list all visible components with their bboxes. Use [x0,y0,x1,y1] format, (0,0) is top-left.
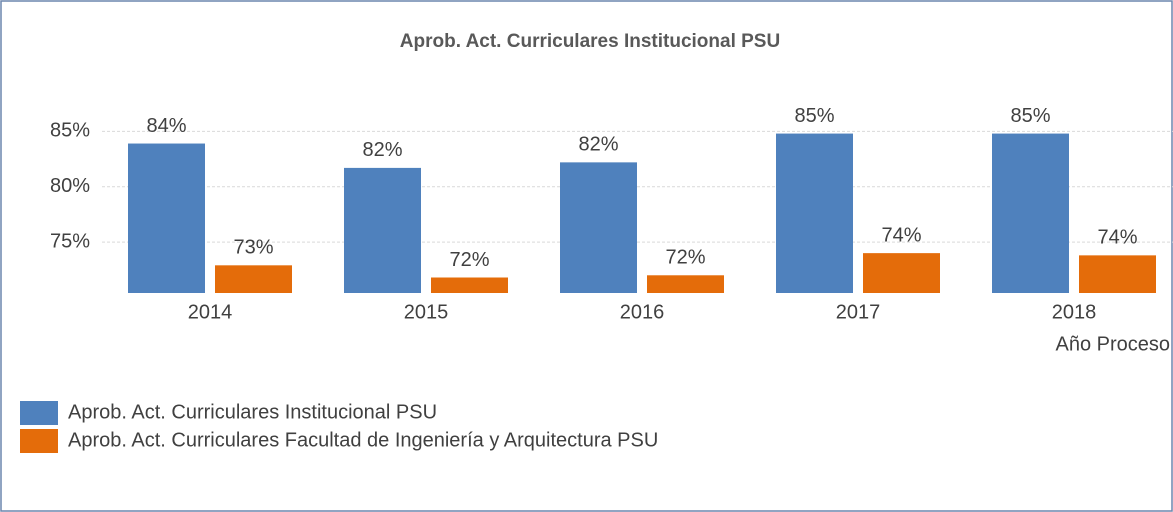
value-label: 82% [362,139,402,161]
value-label: 72% [449,249,489,271]
value-label: 82% [578,134,618,156]
x-axis-title: Año Proceso [1055,333,1170,355]
x-tick-label: 2015 [404,301,449,323]
bar [215,265,292,293]
value-label: 85% [1010,105,1050,127]
value-label: 72% [665,247,705,269]
value-label: 85% [794,105,834,127]
chart-title: Aprob. Act. Curriculares Institucional P… [400,31,780,52]
y-tick-label: 75% [50,230,90,252]
bar [863,253,940,293]
x-tick-label: 2017 [836,301,881,323]
bar [1079,255,1156,293]
y-tick-label: 85% [50,120,90,142]
bar [431,277,508,293]
legend-label: Aprob. Act. Curriculares Facultad de Ing… [68,429,658,451]
x-tick-label: 2016 [620,301,665,323]
value-label: 74% [1097,227,1137,249]
bar [647,275,724,293]
value-label: 84% [146,115,186,137]
bar [344,167,421,293]
bar [992,133,1069,293]
y-tick-label: 80% [50,175,90,197]
x-tick-label: 2014 [188,301,233,323]
legend-swatch [20,401,58,425]
x-tick-label: 2018 [1052,301,1097,323]
legend-swatch [20,429,58,453]
bar [776,133,853,293]
bar [560,162,637,293]
value-label: 73% [233,237,273,259]
bar [128,143,205,293]
value-label: 74% [881,224,921,246]
legend-label: Aprob. Act. Curriculares Institucional P… [68,401,437,423]
